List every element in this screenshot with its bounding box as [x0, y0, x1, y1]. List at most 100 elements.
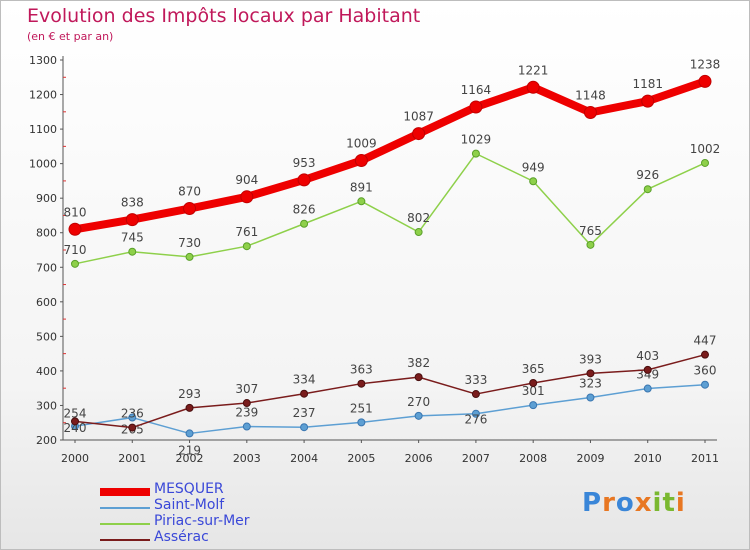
logo-letter: o [615, 488, 635, 518]
data-point [586, 369, 595, 378]
x-tick-label: 2003 [233, 452, 261, 465]
data-label: 254 [64, 406, 87, 420]
series-line-saint-molf [74, 383, 706, 435]
data-point [414, 411, 423, 420]
data-label: 765 [579, 224, 602, 238]
logo-letter: x [634, 488, 653, 518]
data-point [128, 423, 137, 432]
data-label: 240 [64, 421, 87, 435]
data-point [300, 389, 309, 398]
data-point [698, 74, 712, 88]
data-point [300, 423, 309, 432]
data-point [471, 409, 480, 418]
legend-swatch [100, 539, 150, 541]
x-tick-label: 2002 [176, 452, 204, 465]
logo-letter: i [675, 488, 686, 518]
data-point [128, 413, 137, 422]
x-tick-label: 2010 [634, 452, 662, 465]
data-label: 1221 [518, 63, 549, 77]
data-point [412, 127, 426, 141]
y-tick-label: 1000 [29, 158, 57, 171]
y-tick-label: 500 [36, 330, 57, 343]
data-point [242, 422, 251, 431]
y-tick-label: 400 [36, 365, 57, 378]
x-tick-label: 2004 [290, 452, 318, 465]
data-label: 333 [464, 373, 487, 387]
data-point [586, 240, 595, 249]
chart-title: Evolution des Impôts locaux par Habitant [27, 5, 421, 27]
data-label: 1164 [461, 83, 492, 97]
data-label: 953 [293, 156, 316, 170]
data-point [297, 173, 311, 187]
data-point [68, 222, 82, 236]
data-label: 1002 [690, 142, 721, 156]
data-label: 365 [522, 362, 545, 376]
logo-letter: P [582, 488, 603, 518]
data-point [643, 185, 652, 194]
data-label: 301 [522, 384, 545, 398]
data-point [242, 399, 251, 408]
legend-swatch [100, 507, 150, 509]
data-point [641, 94, 655, 108]
data-label: 838 [121, 196, 144, 210]
data-point [71, 259, 79, 268]
data-point [71, 417, 79, 426]
x-tick-label: 2007 [462, 452, 490, 465]
data-point [701, 350, 709, 359]
data-label: 270 [407, 395, 430, 409]
data-point [414, 228, 423, 237]
y-tick-label: 700 [36, 261, 57, 274]
x-tick-label: 2001 [118, 452, 146, 465]
data-point [471, 149, 480, 158]
data-label: 870 [178, 185, 201, 199]
data-point [240, 190, 254, 204]
y-tick-label: 1100 [29, 123, 57, 136]
data-label: 307 [235, 382, 258, 396]
data-point [357, 197, 366, 206]
data-point [469, 100, 483, 114]
data-point [185, 252, 194, 261]
legend-label: Piriac-sur-Mer [154, 513, 250, 529]
data-point [586, 393, 595, 402]
data-label: 323 [579, 377, 602, 391]
data-point [643, 384, 652, 393]
data-point [185, 403, 194, 412]
y-tick-label: 1300 [29, 54, 57, 67]
x-tick-label: 2000 [61, 452, 89, 465]
data-point [471, 390, 480, 399]
data-label: 761 [235, 225, 258, 239]
data-label: 926 [636, 168, 659, 182]
x-tick-label: 2009 [576, 452, 604, 465]
data-label: 334 [293, 373, 316, 387]
legend-label: MESQUER [154, 481, 224, 497]
data-label: 1181 [632, 77, 663, 91]
data-point [643, 365, 652, 374]
data-label: 904 [235, 173, 258, 187]
data-point [354, 154, 368, 168]
y-tick-label: 900 [36, 192, 57, 205]
data-point [526, 80, 540, 94]
chart-subtitle: (en € et par an) [27, 30, 114, 43]
data-label: 293 [178, 387, 201, 401]
data-point [701, 380, 709, 389]
data-label: 382 [407, 356, 430, 370]
data-label: 349 [636, 368, 659, 382]
data-point [529, 401, 538, 410]
data-label: 219 [178, 443, 201, 457]
series-line-ass-rac [74, 353, 706, 429]
legend-swatch [100, 488, 150, 496]
y-tick-label: 1200 [29, 89, 57, 102]
series-line-piriac-sur-mer [74, 152, 706, 265]
x-tick-label: 2005 [347, 452, 375, 465]
data-label: 1029 [461, 133, 492, 147]
data-label: 363 [350, 363, 373, 377]
data-label: 251 [350, 401, 373, 415]
data-label: 802 [407, 211, 430, 225]
data-point [183, 202, 197, 216]
data-label: 236 [121, 407, 144, 421]
data-point [357, 379, 366, 388]
logo-letter: i [652, 488, 663, 518]
proxiti-logo: Proxiti [582, 488, 686, 518]
